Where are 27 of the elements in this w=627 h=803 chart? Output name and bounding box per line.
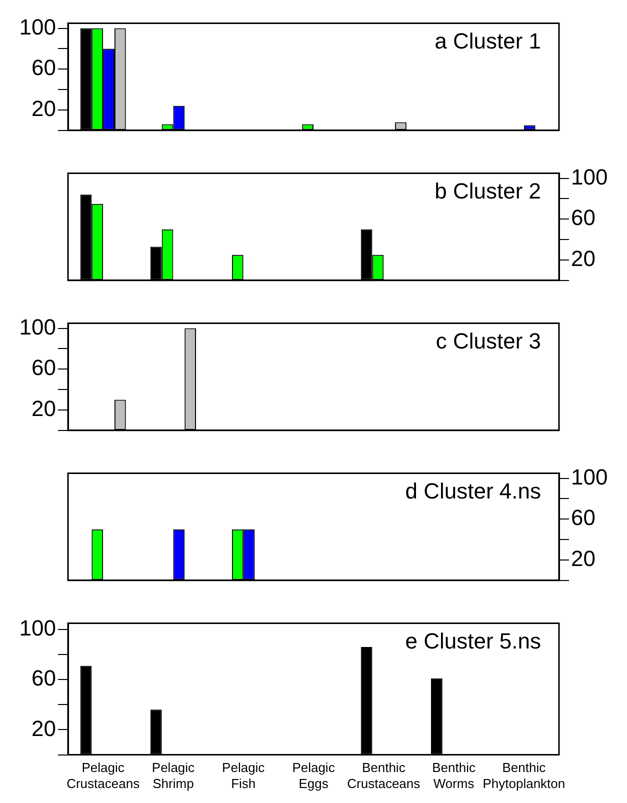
chart-title: c Cluster 3 (436, 328, 541, 354)
y-tick-label: 100 (19, 616, 56, 641)
y-tick-label: 60 (32, 355, 56, 380)
y-tick-label: 60 (32, 666, 56, 691)
y-tick-label: 100 (19, 14, 56, 40)
x-tick-label: Benthic Worms (432, 760, 476, 791)
x-tick-label: Benthic Phytoplankton (482, 760, 566, 791)
x-tick-label: Pelagic Fish (222, 760, 266, 791)
chart-title: a Cluster 1 (434, 28, 541, 54)
y2-tick-label: 100 (571, 464, 608, 490)
y-tick-label: 20 (32, 396, 56, 422)
chart-title: b Cluster 2 (434, 178, 541, 204)
x-tick-label: Pelagic Shrimp (152, 760, 196, 791)
x-tick-label: Pelagic Crustaceans (66, 760, 140, 791)
y-tick-label: 100 (19, 314, 56, 340)
y2-tick-label: 60 (571, 205, 596, 230)
y-tick-label: 20 (32, 716, 56, 741)
chart-title: d Cluster 4.ns (405, 478, 541, 504)
chart-title: e Cluster 5.ns (405, 628, 541, 654)
x-tick-label: Pelagic Eggs (292, 760, 336, 791)
y2-tick-label: 20 (571, 546, 596, 572)
y-tick-label: 20 (32, 96, 56, 122)
y-tick-label: 60 (32, 55, 56, 80)
y2-tick-label: 60 (571, 505, 596, 530)
y2-tick-label: 100 (571, 164, 608, 190)
y2-tick-label: 20 (571, 246, 596, 272)
x-tick-label: Benthic Crustaceans (347, 760, 421, 791)
